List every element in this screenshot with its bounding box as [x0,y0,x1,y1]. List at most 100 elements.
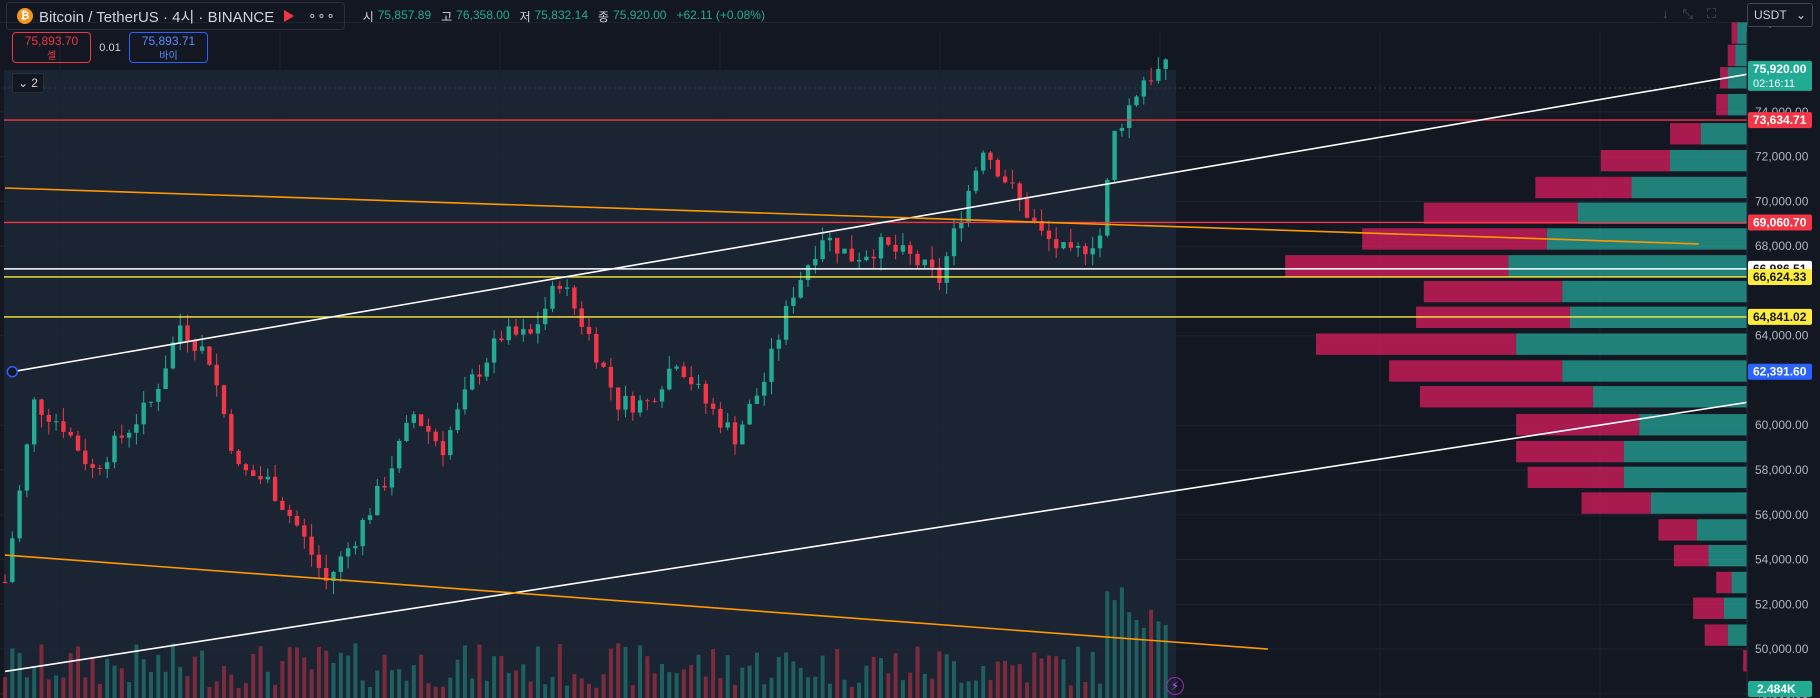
volume-bar [827,683,832,698]
volume-bar [368,687,372,698]
candle-body [827,237,833,241]
lightning-icon[interactable]: ⚡ [1166,677,1184,695]
candle-body [645,400,650,402]
candle-body [83,450,88,465]
candle-body [484,362,489,377]
volume-bar [528,681,533,698]
fullscreen-icon[interactable]: ⛶ [1706,6,1717,21]
collapse-icon[interactable]: ⤡ [1682,6,1693,21]
price-label-bg-1 [1748,112,1812,129]
candle-body [185,325,190,341]
volume-bar [660,664,664,698]
candle-body [294,515,300,526]
candle-body [616,387,621,410]
vp-up-bar-12 [1516,333,1747,355]
candle-body [1046,230,1052,240]
more-dots-icon[interactable]: ∘∘∘ [308,8,336,23]
price-label-1: 73,634.71 [1753,113,1807,127]
candle-body [674,366,679,369]
vp-down-bar-18 [1581,492,1651,514]
candle-body [389,468,395,488]
volume-bar [667,672,672,698]
flag-icon[interactable] [284,10,295,22]
currency-selector[interactable]: USDT ⌄ [1747,3,1813,27]
volume-bar [1032,652,1037,698]
y-tick-label-5: 64,000.00 [1755,329,1809,343]
arrow-down-icon[interactable]: ↓ [1662,6,1669,21]
candle-body [433,431,438,442]
volume-bar [762,684,767,698]
candle-body [521,329,526,335]
volume-bar [601,674,606,698]
candle-body [345,548,351,557]
volume-bar [966,681,971,698]
currency-label: USDT [1754,8,1787,22]
candle-body [499,338,504,341]
candle-body [805,265,811,281]
candle-body [1002,176,1008,183]
sell-button[interactable]: 75,893.70 셀 [12,32,91,63]
volume-bar [32,666,37,698]
volume-bar [309,669,314,698]
candle-body [1032,217,1037,222]
volume-bar [127,682,132,698]
candle-body [528,329,533,334]
buy-button[interactable]: 75,893.71 바이 [129,32,208,63]
candle-body [754,395,760,404]
volume-bar [879,658,883,698]
candle-body [667,368,672,390]
volume-bar [1098,683,1102,698]
volume-bar [170,643,175,698]
price-label-4: 66,624.33 [1753,270,1807,284]
candle-body [397,440,402,469]
candle-body [791,297,796,306]
candle-body [864,256,869,261]
symbol-selector[interactable]: ₿ Bitcoin / TetherUS · 4시 · BINANCE ∘∘∘ [6,2,345,30]
candle-body [608,366,614,388]
volume-bar [156,654,161,698]
volume-bar [24,677,29,698]
candle-body [783,305,789,340]
volume-bar [1025,682,1029,698]
volume-bar [236,687,241,698]
low-value: 75,832.14 [534,7,588,22]
candle-body [1061,242,1066,249]
volume-bar [587,683,591,698]
volume-bar [1068,685,1073,698]
chart-toolbar: ↓ ⤡ ⛶ [1662,6,1716,22]
volume-bar [784,652,789,698]
volume-bar [1105,591,1110,698]
vp-up-bar-21 [1731,571,1747,594]
volume-bar [3,677,7,698]
volume-bar [338,652,343,698]
candle-body [141,402,146,425]
candle-body [382,485,387,488]
symbol-title: Bitcoin / TetherUS · 4시 · BINANCE [39,8,275,26]
candle-body [1148,80,1154,82]
candle-body [966,190,971,222]
candle-body [90,464,95,468]
volume-bar [316,646,321,698]
bitcoin-logo-icon: ₿ [17,8,33,24]
buy-price: 75,893.71 [141,34,196,48]
chart-header: ₿ Bitcoin / TetherUS · 4시 · BINANCE ∘∘∘ … [0,0,1740,32]
volume-bar [995,661,1000,698]
candle-body [265,476,270,480]
volume-bar [798,667,803,698]
candle-body [820,240,825,259]
candle-body [835,237,840,254]
quick-trade: 75,893.70 셀 0.01 75,893.71 바이 [12,32,208,63]
candle-body [280,500,285,510]
candle-body [1127,105,1132,128]
candle-body [243,464,249,471]
volume-bar [295,647,299,698]
volume-bar [265,671,270,698]
volume-bar [871,656,876,698]
candle-body [703,383,708,404]
y-tick-label-7: 58,000.00 [1755,463,1809,477]
vp-up-bar-19 [1696,519,1747,541]
indicators-toggle[interactable]: ⌄ 2 [12,73,44,93]
candle-body [178,325,183,343]
volume-bar [747,665,752,698]
